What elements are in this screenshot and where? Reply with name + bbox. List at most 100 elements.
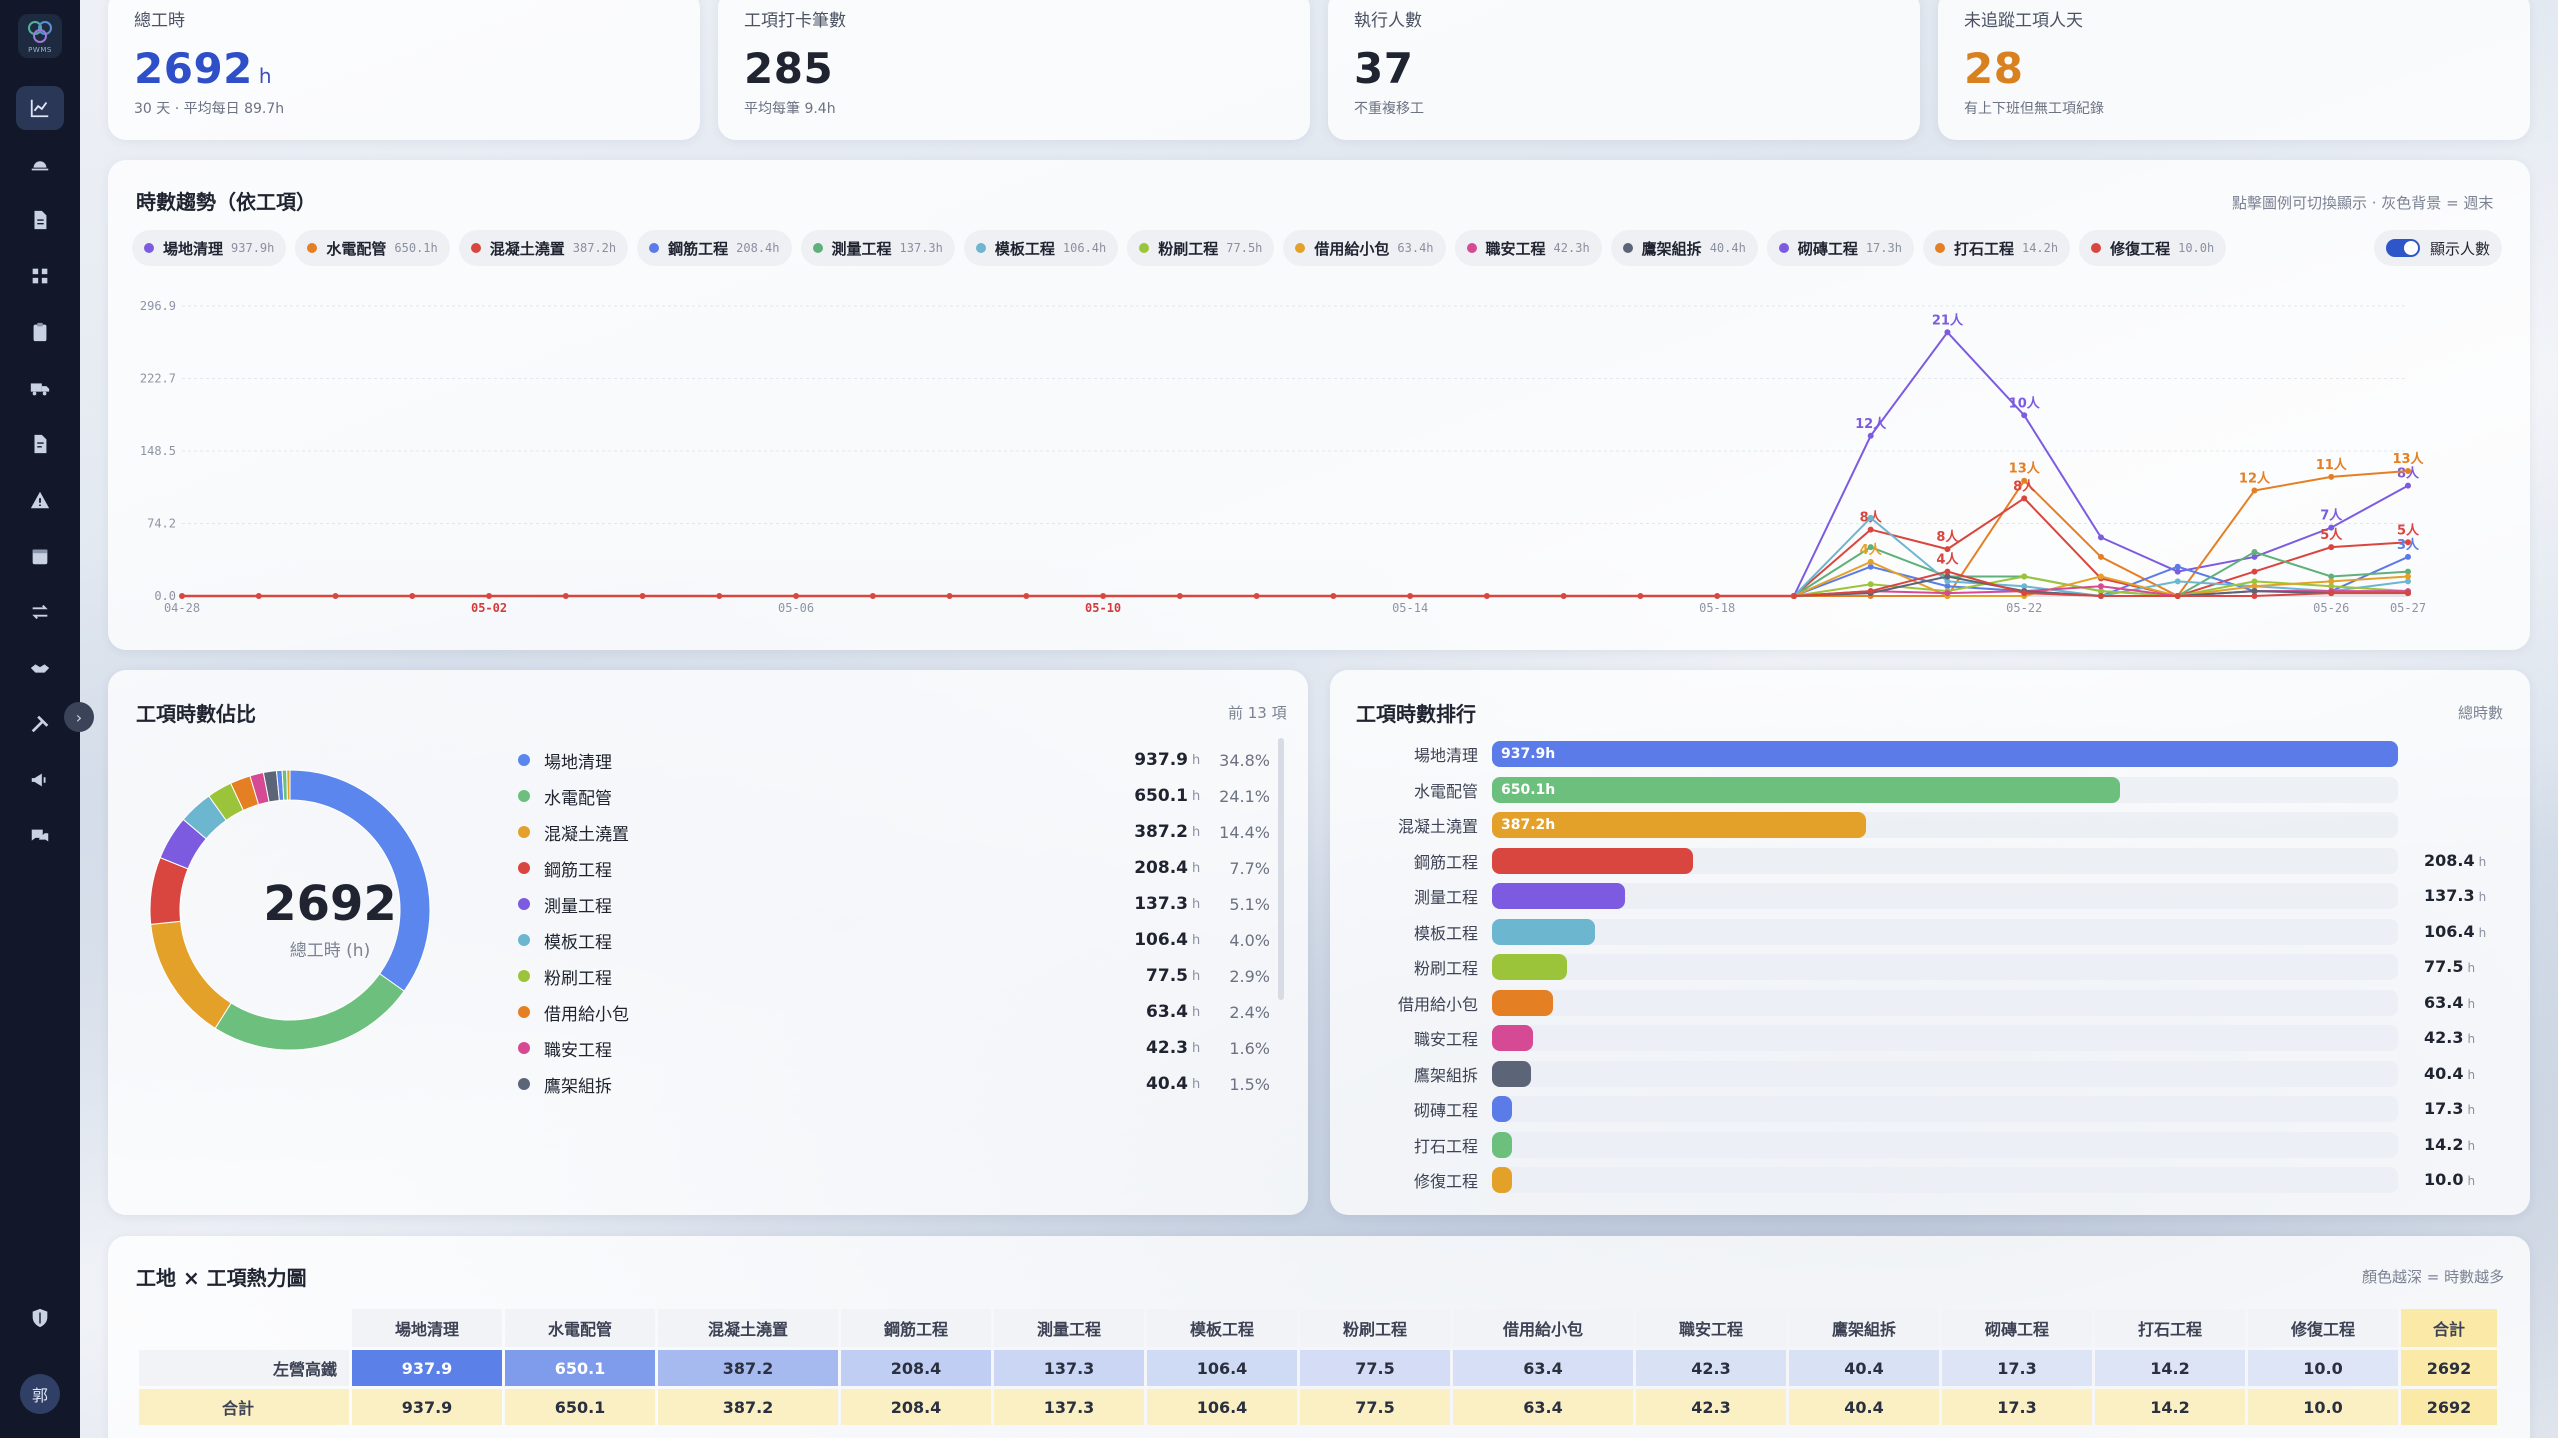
ranking-bar[interactable]: 387.2h — [1492, 812, 1867, 838]
nav-calendar[interactable] — [16, 534, 64, 578]
ranking-bar[interactable] — [1492, 1025, 1533, 1051]
toggle-switch[interactable] — [2386, 239, 2420, 257]
legend-chip[interactable]: 修復工程 10.0h — [2079, 230, 2227, 266]
heatmap-cell[interactable]: 77.5 — [1300, 1389, 1450, 1425]
heatmap-cell[interactable]: 40.4 — [1789, 1350, 1939, 1386]
ranking-row[interactable]: 鷹架組拆 — [1360, 1060, 2500, 1088]
heatmap-cell[interactable]: 2692 — [2401, 1389, 2497, 1425]
ranking-row[interactable]: 測量工程 — [1360, 882, 2500, 910]
nav-clipboard[interactable] — [16, 310, 64, 354]
heatmap-cell[interactable]: 208.4 — [841, 1350, 991, 1386]
nav-partners[interactable] — [16, 646, 64, 690]
legend-scrollbar[interactable] — [1278, 738, 1284, 1000]
legend-row[interactable]: 模板工程 106.4 h 4.0% — [518, 922, 1270, 958]
nav-documents[interactable] — [16, 198, 64, 242]
legend-row[interactable]: 借用給小包 63.4 h 2.4% — [518, 994, 1270, 1030]
nav-transfer[interactable] — [16, 590, 64, 634]
nav-messages[interactable] — [16, 814, 64, 858]
ranking-row[interactable]: 借用給小包 — [1360, 989, 2500, 1017]
nav-alerts[interactable] — [16, 478, 64, 522]
heatmap-cell[interactable]: 650.1 — [505, 1350, 655, 1386]
legend-chip[interactable]: 場地清理 937.9h — [132, 230, 287, 266]
nav-announcements[interactable] — [16, 758, 64, 802]
legend-chip[interactable]: 職安工程 42.3h — [1454, 230, 1602, 266]
nav-construction[interactable] — [16, 142, 64, 186]
legend-chip[interactable]: 測量工程 137.3h — [800, 230, 955, 266]
ranking-bar[interactable] — [1492, 1167, 1512, 1193]
ranking-bar[interactable] — [1492, 954, 1567, 980]
heatmap-cell[interactable]: 42.3 — [1636, 1389, 1786, 1425]
legend-row[interactable]: 鷹架組拆 40.4 h 1.5% — [518, 1066, 1270, 1102]
ranking-row[interactable]: 打石工程 — [1360, 1131, 2500, 1159]
legend-chip[interactable]: 打石工程 14.2h — [1922, 230, 2071, 266]
heatmap-cell[interactable]: 137.3 — [994, 1350, 1144, 1386]
heatmap-cell[interactable]: 17.3 — [1942, 1389, 2092, 1425]
grid-icon — [32, 268, 48, 284]
heatmap-cell[interactable]: 63.4 — [1453, 1350, 1633, 1386]
ranking-row[interactable]: 模板工程 — [1360, 918, 2500, 946]
ranking-bar[interactable]: 650.1h — [1492, 776, 2120, 803]
ranking-bar[interactable] — [1492, 847, 1694, 874]
app-logo[interactable]: PWMS — [18, 14, 62, 58]
ranking-row[interactable]: 水電配管 650.1h — [1360, 776, 2500, 804]
ranking-bar[interactable] — [1492, 989, 1554, 1016]
ranking-row[interactable]: 粉刷工程 — [1360, 953, 2500, 981]
legend-row[interactable]: 水電配管 650.1 h 24.1% — [518, 778, 1270, 814]
heatmap-cell[interactable]: 10.0 — [2248, 1350, 2398, 1386]
legend-chip[interactable]: 砌磚工程 17.3h — [1766, 230, 1914, 266]
nav-reports[interactable] — [16, 422, 64, 466]
legend-chip[interactable]: 鷹架組拆 40.4h — [1610, 230, 1758, 266]
show-headcount-toggle[interactable]: 顯示人數 — [2374, 230, 2503, 266]
legend-row[interactable]: 混凝土澆置 387.2 h 14.4% — [518, 814, 1270, 850]
legend-chip[interactable]: 水電配管 650.1h — [295, 230, 450, 266]
heatmap-cell[interactable]: 937.9 — [352, 1389, 502, 1425]
heatmap-cell[interactable]: 10.0 — [2248, 1389, 2398, 1425]
ranking-bar[interactable]: 937.9h — [1492, 741, 2398, 767]
heatmap-cell[interactable]: 17.3 — [1942, 1350, 2092, 1386]
heatmap-cell[interactable]: 137.3 — [994, 1389, 1144, 1425]
heatmap-cell[interactable]: 42.3 — [1636, 1350, 1786, 1386]
legend-row[interactable]: 職安工程 42.3 h 1.6% — [518, 1030, 1270, 1066]
heatmap-cell[interactable]: 63.4 — [1453, 1389, 1633, 1425]
legend-chip[interactable]: 粉刷工程 77.5h — [1127, 230, 1275, 266]
heatmap-cell[interactable]: 208.4 — [841, 1389, 991, 1425]
ranking-row[interactable]: 混凝土澆置 387.2h — [1360, 811, 2500, 839]
heatmap-cell[interactable]: 937.9 — [352, 1350, 502, 1386]
heatmap-cell[interactable]: 387.2 — [658, 1350, 838, 1386]
sidebar-collapse-button[interactable]: › — [64, 702, 94, 732]
ranking-row[interactable]: 修復工程 — [1360, 1166, 2500, 1194]
heatmap-cell[interactable]: 2692 — [2401, 1350, 2497, 1386]
ranking-row[interactable]: 職安工程 — [1360, 1024, 2500, 1052]
nav-grid[interactable] — [16, 254, 64, 298]
ranking-name: 水電配管 — [1413, 781, 1478, 801]
ranking-bar[interactable] — [1492, 918, 1595, 945]
ranking-row[interactable]: 鋼筋工程 — [1360, 847, 2500, 875]
legend-row[interactable]: 場地清理 937.9 h 34.8% — [518, 742, 1270, 778]
heatmap-cell[interactable]: 14.2 — [2095, 1389, 2245, 1425]
ranking-bar[interactable] — [1492, 1096, 1512, 1122]
user-avatar[interactable]: 郭 — [20, 1374, 60, 1414]
nav-vehicles[interactable] — [16, 366, 64, 410]
heatmap-cell[interactable]: 387.2 — [658, 1389, 838, 1425]
ranking-bar[interactable] — [1492, 883, 1625, 909]
heatmap-cell[interactable]: 40.4 — [1789, 1389, 1939, 1425]
heatmap-cell[interactable]: 650.1 — [505, 1389, 655, 1425]
nav-tools[interactable] — [16, 702, 64, 746]
ranking-row[interactable]: 場地清理 937.9h — [1360, 740, 2500, 768]
ranking-row[interactable]: 砌磚工程 — [1360, 1095, 2500, 1123]
legend-row[interactable]: 鋼筋工程 208.4 h 7.7% — [518, 850, 1270, 886]
ranking-bar[interactable] — [1492, 1131, 1512, 1158]
nav-analytics[interactable] — [16, 86, 64, 130]
legend-chip[interactable]: 借用給小包 63.4h — [1283, 230, 1446, 266]
legend-row[interactable]: 粉刷工程 77.5 h 2.9% — [518, 958, 1270, 994]
heatmap-cell[interactable]: 106.4 — [1147, 1350, 1297, 1386]
legend-chip[interactable]: 模板工程 106.4h — [963, 230, 1119, 266]
legend-chip[interactable]: 混凝土澆置 387.2h — [458, 230, 629, 266]
heatmap-cell[interactable]: 106.4 — [1147, 1389, 1297, 1425]
ranking-bar[interactable] — [1492, 1060, 1532, 1087]
nav-security[interactable] — [16, 1296, 64, 1340]
heatmap-cell[interactable]: 77.5 — [1300, 1350, 1450, 1386]
legend-row[interactable]: 測量工程 137.3 h 5.1% — [518, 886, 1270, 922]
heatmap-cell[interactable]: 14.2 — [2095, 1350, 2245, 1386]
legend-chip[interactable]: 鋼筋工程 208.4h — [637, 230, 792, 266]
